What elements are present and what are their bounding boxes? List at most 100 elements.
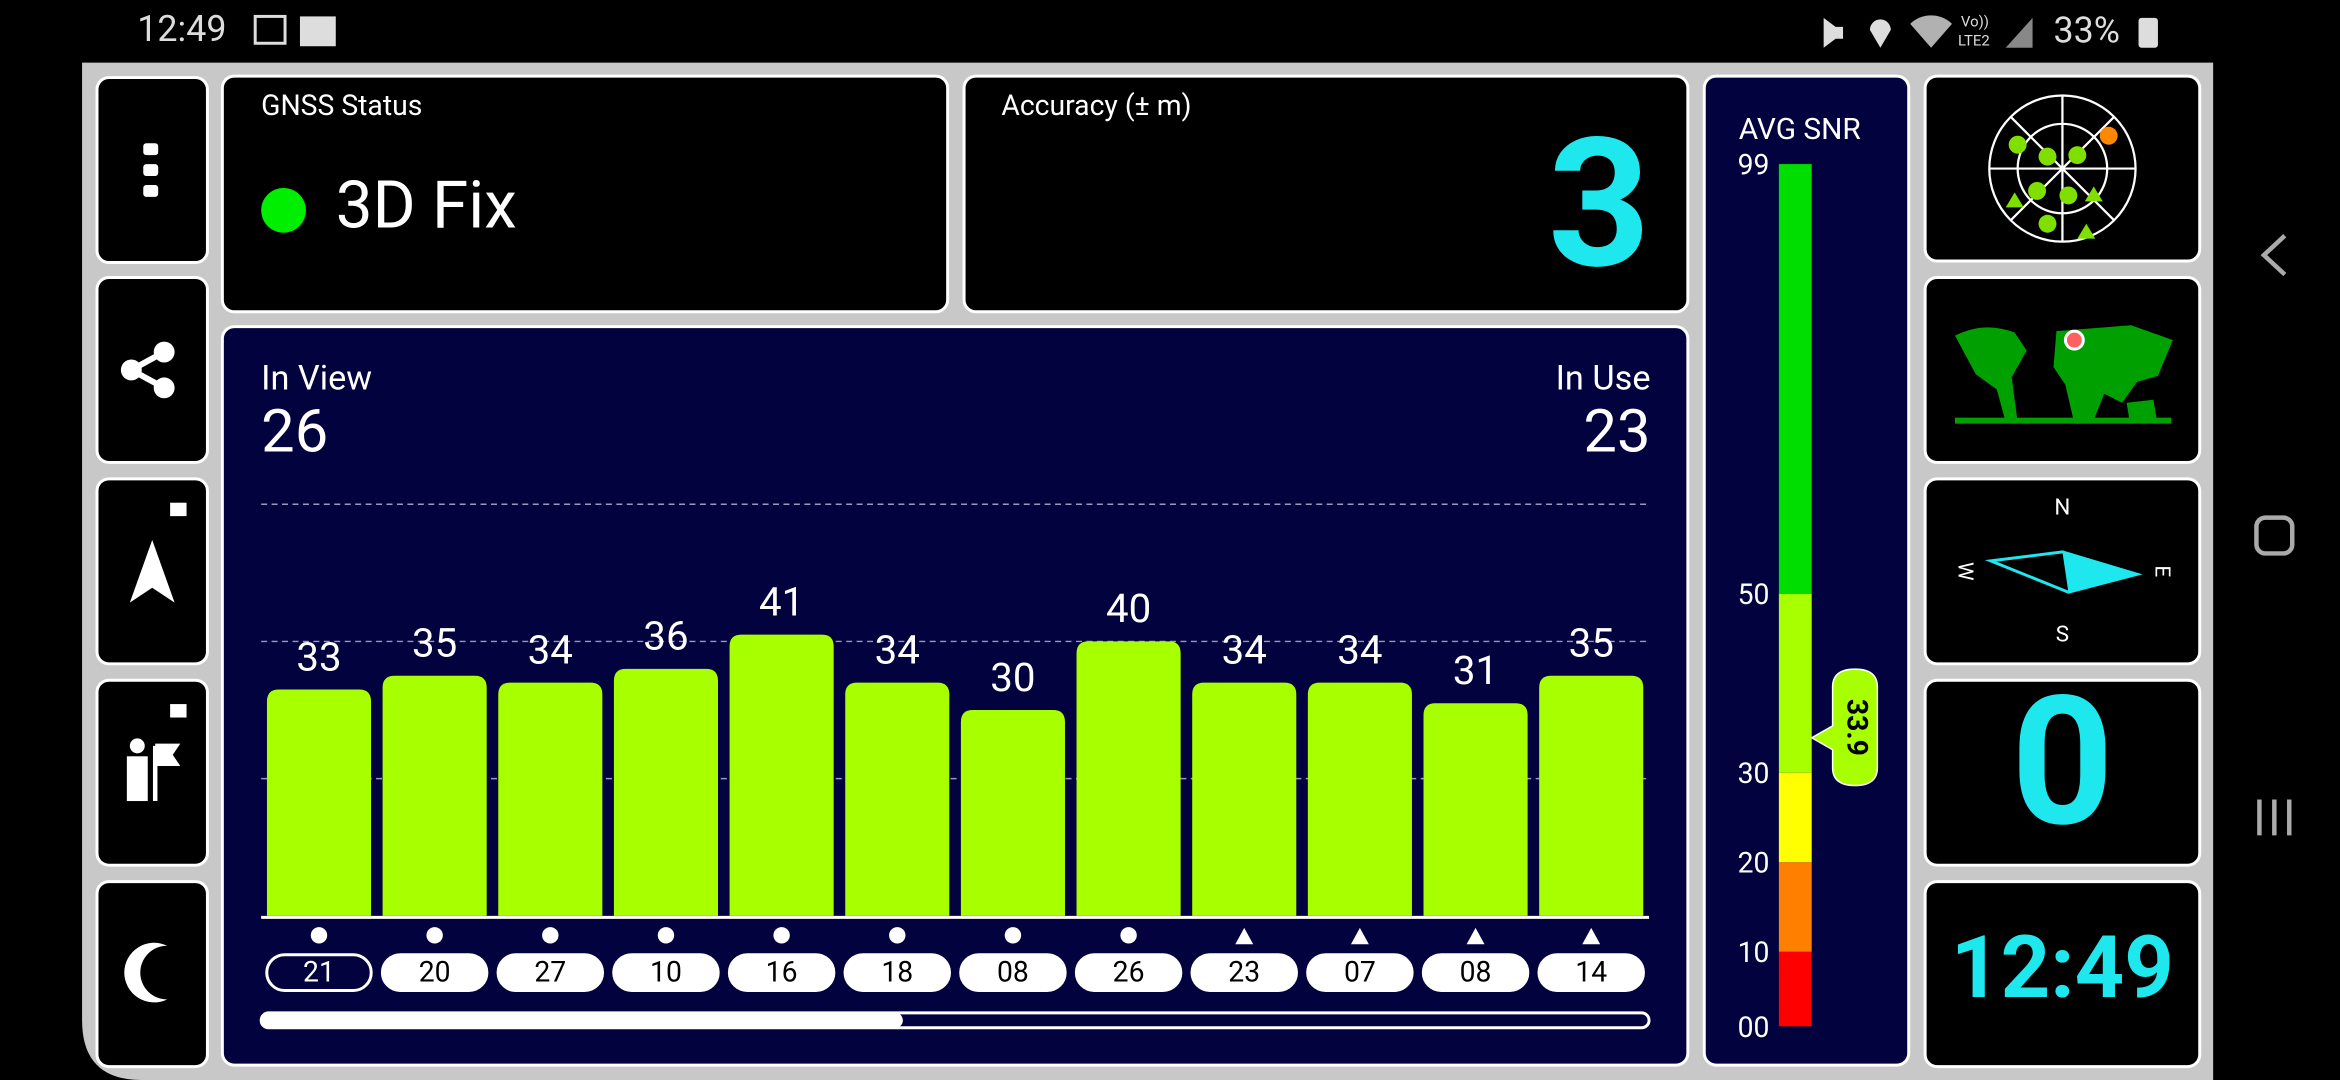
- prn-pill: [265, 953, 373, 992]
- bar: [613, 668, 719, 916]
- prn-pill: [843, 953, 951, 992]
- accuracy-panel: [962, 74, 1690, 314]
- snr-tick-label: 00: [1738, 1011, 1770, 1044]
- x-tick-label: 23: [1228, 956, 1260, 989]
- prn-pill: [1190, 953, 1298, 992]
- prn-pill: [1074, 953, 1183, 992]
- x-tick-label: 08: [997, 956, 1029, 989]
- x-tick-label: 18: [881, 956, 913, 989]
- value-label: 34: [875, 626, 920, 673]
- scroll-thumb[interactable]: [261, 1012, 903, 1028]
- used-marker: [542, 927, 559, 944]
- nav-back[interactable]: [2260, 234, 2287, 277]
- compass-north: N: [2054, 495, 2070, 521]
- prn-pill: [1537, 953, 1645, 992]
- speed-panel[interactable]: [1923, 678, 2202, 867]
- cast-icon: [299, 16, 336, 47]
- network-top: Vo)): [1961, 12, 1989, 30]
- fix-status: 3D Fix: [336, 168, 517, 245]
- value-label: 30: [990, 654, 1035, 701]
- position-marker: [2063, 329, 2085, 351]
- person-icon: [129, 738, 145, 754]
- sat: [2099, 126, 2118, 145]
- world-map: [1954, 325, 2173, 424]
- dot: [143, 184, 159, 197]
- snr-tick-label: 20: [1738, 847, 1770, 880]
- gnss-title: GNSS Status: [261, 89, 422, 122]
- snr-band: [1778, 862, 1812, 952]
- prn-pill: [1306, 953, 1414, 992]
- bar: [1539, 675, 1644, 916]
- dot: [143, 164, 159, 177]
- night-mode-button[interactable]: [95, 880, 209, 1069]
- bar: [960, 710, 1065, 916]
- left-icons: [120, 143, 187, 1003]
- prn-pill: [612, 953, 720, 992]
- in-view-value: 26: [261, 396, 328, 466]
- sky-axes: [1989, 95, 2136, 242]
- compass-needle: [2062, 551, 2138, 593]
- accuracy-value: 3: [1548, 99, 1651, 309]
- share-dot: [120, 359, 142, 381]
- snr-chart: 33 21 35 20 34 27 36 10 41 16 34 18 30 08 40 26 34 23 34 07…: [261, 503, 1650, 992]
- dot: [143, 143, 159, 156]
- world-map: [1954, 417, 2172, 424]
- x-tick-label: 16: [766, 956, 798, 989]
- value-label: 41: [759, 578, 804, 625]
- share-dot: [153, 341, 175, 363]
- snr-band: [1778, 593, 1812, 773]
- sat: [2005, 186, 2103, 239]
- battery-icon: [2138, 17, 2158, 48]
- snr-tick-label: 50: [1738, 578, 1770, 611]
- used-marker: [889, 927, 906, 944]
- nav-recents[interactable]: [2257, 799, 2292, 836]
- bar: [266, 689, 372, 916]
- compass-east: E: [2149, 565, 2173, 577]
- x-tick-label: 10: [650, 956, 682, 989]
- snr-tick-label: 10: [1738, 936, 1770, 969]
- sat: [2059, 186, 2078, 205]
- bar: [1423, 703, 1528, 916]
- sat: [2068, 146, 2087, 165]
- accuracy-title: Accuracy (± m): [1001, 89, 1191, 122]
- prn-pill: [496, 953, 605, 992]
- network-bottom: LTE2: [1958, 32, 1990, 50]
- used-marker: [1350, 927, 1369, 945]
- sat: [2008, 135, 2027, 154]
- snr-tick-label: 30: [1738, 757, 1770, 790]
- snr-band: [1778, 164, 1812, 594]
- x-tick-label: 21: [303, 956, 335, 989]
- bar: [1192, 682, 1297, 916]
- gallery-icon: [253, 14, 287, 45]
- snr-pointer: [1810, 668, 1879, 787]
- value-label: 34: [1337, 626, 1382, 673]
- nav-home[interactable]: [2254, 515, 2295, 556]
- bar: [845, 682, 950, 916]
- in-view-label: In View: [261, 358, 372, 398]
- sat: [2038, 147, 2057, 166]
- status-time: 12:49: [137, 8, 226, 50]
- prn-pill: [959, 953, 1067, 992]
- waypoint-button[interactable]: [95, 678, 209, 867]
- location-icon: [1869, 19, 1891, 48]
- x-tick-label: 14: [1575, 956, 1607, 989]
- share-button[interactable]: [95, 275, 209, 464]
- in-use-label: In Use: [1556, 358, 1651, 398]
- bar: [1307, 682, 1412, 916]
- arrow-icon: [129, 540, 175, 603]
- x-tick-label: 07: [1344, 956, 1376, 989]
- mute-icon: [1823, 17, 1844, 48]
- used-marker: [773, 927, 790, 944]
- compass-panel[interactable]: [1923, 477, 2202, 666]
- snr-value: 33.9: [1840, 699, 1873, 756]
- used-marker: [426, 927, 443, 944]
- fix-indicator: [261, 187, 306, 233]
- clock-panel[interactable]: [1923, 880, 2202, 1069]
- in-use-value: 23: [1583, 396, 1650, 466]
- bar: [382, 675, 487, 916]
- x-tick-label: 26: [1113, 956, 1145, 989]
- prn-pill: [1421, 953, 1530, 992]
- bar: [1076, 641, 1181, 916]
- value-label: 34: [1222, 626, 1267, 673]
